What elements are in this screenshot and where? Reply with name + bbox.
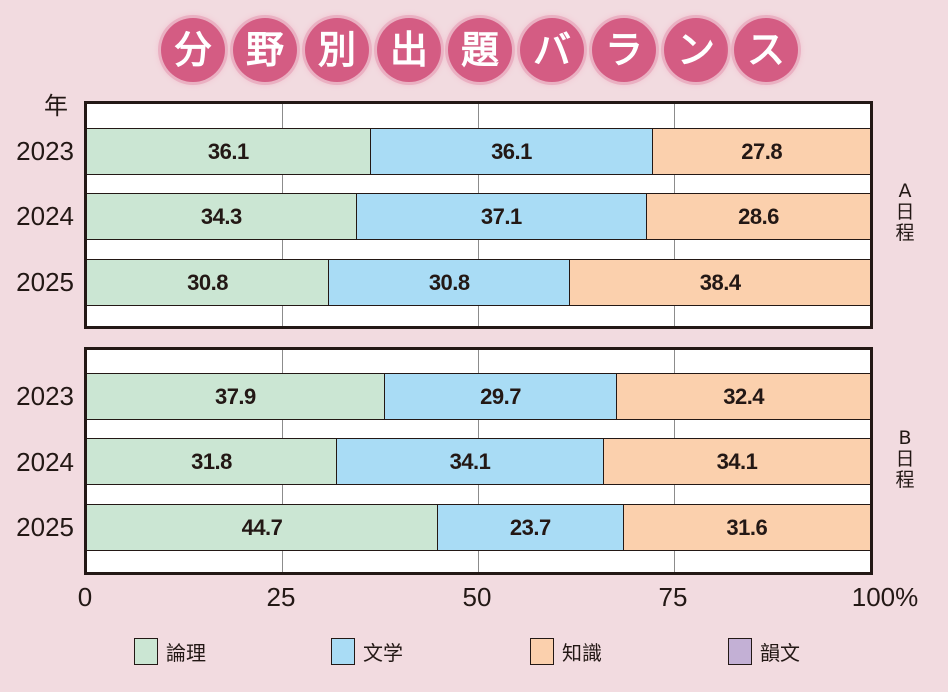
title-char: ン bbox=[664, 18, 728, 82]
legend-item-knowledge: 知識 bbox=[530, 637, 602, 666]
bar-segment-knowledge: 32.4 bbox=[616, 374, 870, 419]
legend-label: 知識 bbox=[562, 641, 602, 665]
bar-segment-literature: 36.1 bbox=[369, 129, 653, 174]
session-label-char: 日 bbox=[895, 448, 915, 470]
bar-row-a-2023: 36.1 36.1 27.8 bbox=[87, 128, 870, 175]
bar-segment-literature: 30.8 bbox=[328, 260, 570, 305]
session-label-char: B bbox=[898, 427, 912, 449]
bar-segment-logic: 34.3 bbox=[87, 194, 356, 239]
x-tick-0: 0 bbox=[77, 582, 93, 612]
year-label-a-2025: 2025 bbox=[16, 267, 74, 297]
bar-segment-literature: 34.1 bbox=[335, 439, 603, 484]
legend-swatch-verse bbox=[728, 638, 752, 665]
bar-segment-knowledge: 31.6 bbox=[622, 505, 870, 550]
title-char: ラ bbox=[592, 18, 656, 82]
bar-row-a-2025: 30.8 30.8 38.4 bbox=[87, 259, 870, 306]
bar-segment-knowledge: 27.8 bbox=[652, 129, 870, 174]
session-label-char: A bbox=[898, 180, 912, 202]
legend-label: 文学 bbox=[363, 641, 403, 665]
title-char: 野 bbox=[233, 18, 297, 82]
bar-segment-knowledge: 34.1 bbox=[602, 439, 870, 484]
year-label-a-2023: 2023 bbox=[16, 136, 74, 166]
bar-segment-knowledge: 28.6 bbox=[646, 194, 870, 239]
legend-item-literature: 文学 bbox=[331, 637, 403, 666]
title-char: 別 bbox=[305, 18, 369, 82]
bar-segment-logic: 36.1 bbox=[87, 129, 370, 174]
bar-row-a-2024: 34.3 37.1 28.6 bbox=[87, 193, 870, 240]
legend-label: 韻文 bbox=[760, 641, 800, 665]
bar-row-b-2024: 31.8 34.1 34.1 bbox=[87, 438, 870, 485]
title-char: バ bbox=[520, 18, 584, 82]
legend-swatch-knowledge bbox=[530, 638, 554, 665]
year-label-b-2023: 2023 bbox=[16, 381, 74, 411]
bar-row-b-2023: 37.9 29.7 32.4 bbox=[87, 373, 870, 420]
legend-item-verse: 韻文 bbox=[728, 637, 800, 666]
session-label-a: A 日 程 bbox=[890, 181, 920, 244]
session-label-char: 程 bbox=[895, 222, 915, 244]
x-tick-100: 100% bbox=[851, 582, 919, 612]
y-axis-header: 年 bbox=[44, 92, 68, 120]
x-tick-25: 25 bbox=[266, 582, 296, 612]
chart-title: 分 野 別 出 題 バ ラ ン ス bbox=[160, 18, 800, 86]
bar-segment-literature: 37.1 bbox=[355, 194, 647, 239]
session-label-char: 程 bbox=[895, 469, 915, 491]
bar-segment-literature: 23.7 bbox=[437, 505, 623, 550]
title-char: ス bbox=[734, 18, 798, 82]
legend-swatch-logic bbox=[134, 638, 158, 665]
x-tick-50: 50 bbox=[462, 582, 492, 612]
bar-segment-logic: 30.8 bbox=[87, 260, 329, 305]
bar-segment-literature: 29.7 bbox=[383, 374, 617, 419]
title-char: 出 bbox=[377, 18, 441, 82]
year-label-a-2024: 2024 bbox=[16, 201, 74, 231]
bar-segment-knowledge: 38.4 bbox=[569, 260, 870, 305]
bar-segment-logic: 37.9 bbox=[87, 374, 384, 419]
title-char: 分 bbox=[161, 18, 225, 82]
panel-a-plot: 36.1 36.1 27.8 34.3 37.1 28.6 30.8 30.8 … bbox=[84, 101, 873, 329]
session-label-b: B 日 程 bbox=[890, 428, 920, 491]
year-label-b-2024: 2024 bbox=[16, 447, 74, 477]
legend-label: 論理 bbox=[166, 641, 206, 665]
panel-b-plot: 37.9 29.7 32.4 31.8 34.1 34.1 44.7 23.7 … bbox=[84, 347, 873, 575]
year-label-b-2025: 2025 bbox=[16, 512, 74, 542]
bar-segment-logic: 31.8 bbox=[87, 439, 336, 484]
x-tick-75: 75 bbox=[658, 582, 688, 612]
legend-swatch-literature bbox=[331, 638, 355, 665]
bar-segment-logic: 44.7 bbox=[87, 505, 437, 550]
session-label-char: 日 bbox=[895, 201, 915, 223]
legend-item-logic: 論理 bbox=[134, 637, 206, 666]
bar-row-b-2025: 44.7 23.7 31.6 bbox=[87, 504, 870, 551]
title-char: 題 bbox=[448, 18, 512, 82]
